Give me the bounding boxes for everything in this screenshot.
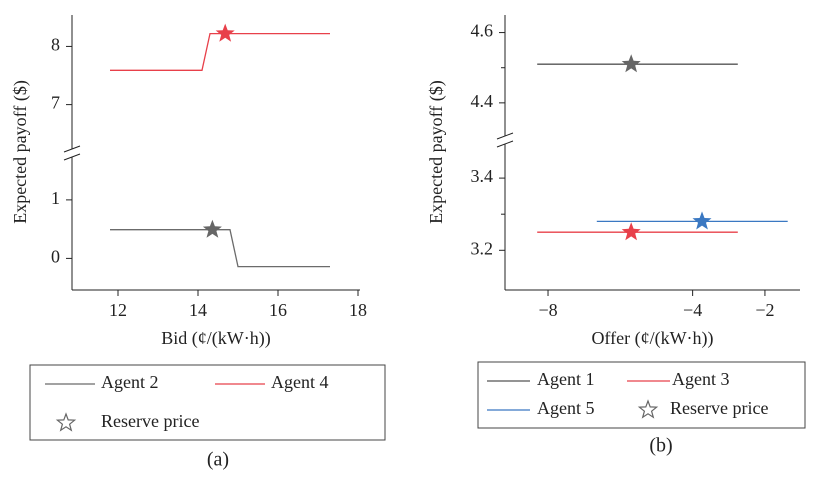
legend-label: Agent 5 (537, 398, 595, 418)
axis-break (63, 145, 81, 161)
x-axis-label: Bid (¢/(kW·h)) (161, 328, 270, 349)
legend-label: Agent 3 (672, 369, 730, 389)
star-marker (692, 211, 712, 230)
y-tick-label: 4.4 (471, 91, 494, 111)
x-tick-label: 16 (269, 300, 287, 320)
legend-label: Reserve price (101, 411, 199, 431)
caption: (a) (207, 449, 229, 471)
legend-box (477, 361, 806, 429)
legend-box (29, 364, 386, 441)
series-line (110, 32, 330, 71)
legend-label: Agent 4 (271, 372, 329, 392)
y-tick-label: 4.6 (471, 21, 494, 41)
x-tick-label: −4 (683, 300, 702, 320)
x-axis-label: Offer (¢/(kW·h)) (591, 328, 713, 349)
x-tick-label: −8 (538, 300, 557, 320)
star-marker (621, 54, 641, 73)
legend-label: Reserve price (670, 398, 768, 418)
caption: (b) (649, 435, 672, 457)
y-tick-label: 1 (51, 188, 60, 208)
x-tick-label: 12 (109, 300, 127, 320)
legend-label: Agent 2 (101, 372, 159, 392)
y-axis-label: Expected payoff ($) (426, 80, 447, 224)
star-marker (621, 222, 641, 241)
y-axis-label: Expected payoff ($) (10, 80, 31, 224)
y-tick-label: 8 (51, 35, 60, 55)
legend-label: Agent 1 (537, 369, 595, 389)
y-tick-label: 7 (51, 93, 60, 113)
axis-break (496, 132, 514, 148)
star-marker (202, 219, 222, 238)
series-line (110, 229, 330, 268)
x-tick-label: 18 (349, 300, 367, 320)
y-tick-label: 0 (51, 247, 60, 267)
legend-star (637, 399, 659, 419)
y-tick-label: 3.2 (471, 238, 494, 258)
x-tick-label: −2 (755, 300, 774, 320)
star-marker (215, 23, 235, 42)
y-tick-label: 3.4 (471, 166, 494, 186)
legend-star (55, 412, 77, 432)
x-tick-label: 14 (189, 300, 207, 320)
